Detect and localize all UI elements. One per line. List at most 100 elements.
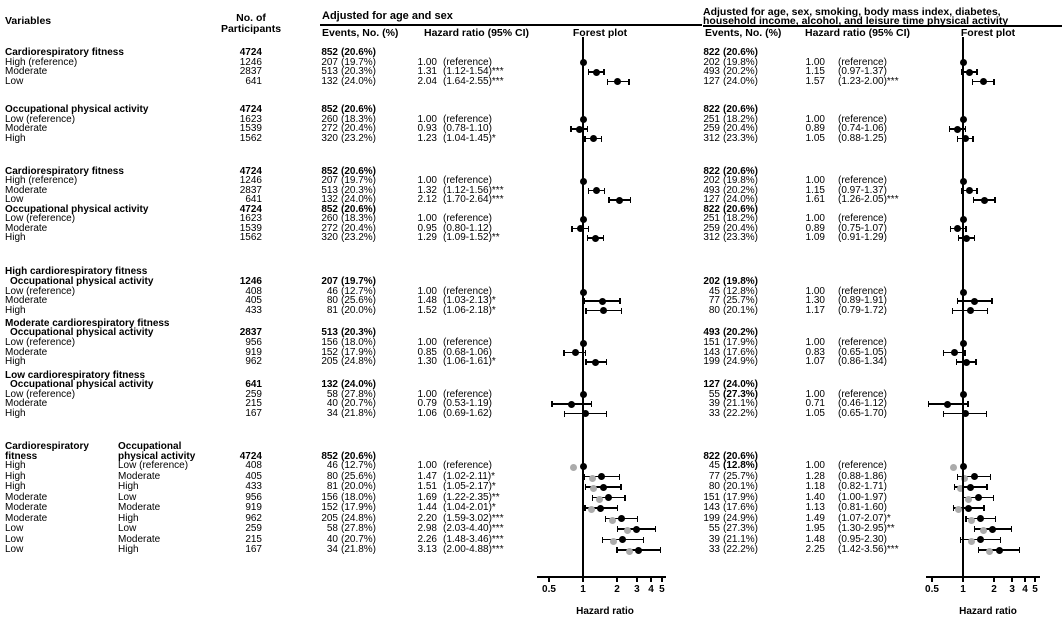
events-pct: (20.0%): [341, 481, 377, 492]
ci-cap-right: [972, 135, 974, 142]
model1-hr-header: Hazard ratio (95% CI): [424, 27, 530, 39]
hr-value: 1.00: [417, 388, 437, 400]
axis-tick: [548, 576, 550, 582]
row-label: Low: [5, 523, 24, 534]
forest-marker: [977, 536, 985, 543]
events-pct: (19.8%): [723, 56, 759, 68]
ghost-marker: [587, 506, 595, 513]
ci-cap-right: [992, 494, 994, 501]
hr-value: 1.31: [417, 66, 437, 77]
ci-cap-left: [956, 473, 958, 480]
events-pct: (20.3%): [341, 66, 377, 77]
events-pct: (24.0%): [341, 194, 377, 205]
ci-cap-right: [618, 473, 621, 480]
hr-value: 0.83: [805, 346, 825, 358]
events-pct: (18.3%): [341, 213, 377, 224]
events-pct: (20.6%): [341, 203, 377, 215]
forest-marker: [970, 473, 978, 480]
events-pct: (27.8%): [341, 523, 377, 534]
events-value: 77: [708, 295, 720, 306]
ci-text: (1.09-1.52)**: [443, 232, 500, 243]
ghost-marker: [595, 495, 603, 503]
events-value: 33: [708, 407, 720, 419]
ci-cap-left: [956, 135, 958, 142]
hr-value: 1.00: [805, 460, 825, 471]
ci-text: (1.70-2.64)***: [443, 194, 504, 205]
forest-marker: [582, 410, 590, 417]
forest-marker: [589, 135, 597, 142]
hr-value: 1.00: [805, 113, 825, 125]
events-value: 58: [326, 388, 338, 400]
hr-value: 1.00: [417, 56, 437, 68]
forest-marker: [592, 68, 600, 76]
events-value: 156: [321, 337, 338, 348]
ci-text: (reference): [838, 113, 887, 125]
events-value: 55: [708, 523, 720, 534]
axis-tick-label: 0.5: [542, 584, 556, 595]
events-value: 513: [321, 184, 338, 196]
participants-value: 167: [245, 407, 262, 419]
hr-value: 1.52: [417, 304, 437, 316]
hr-value: 1.00: [805, 175, 825, 186]
hr-value: 1.00: [805, 388, 825, 400]
participants-value: 962: [245, 356, 262, 367]
ci-cap-right: [629, 197, 632, 203]
hr-value: 1.49: [805, 512, 825, 524]
events-value: 80: [326, 470, 338, 482]
ci-text: (0.78-1.10): [443, 123, 492, 134]
ci-text: (reference): [443, 388, 492, 400]
ci-cap-right: [983, 505, 985, 511]
hr-value: 1.00: [417, 213, 437, 224]
hr-value: 1.00: [417, 337, 437, 348]
model2-underline: [703, 25, 1062, 27]
events-value: 199: [703, 356, 720, 367]
row-label-2: Occupational: [118, 441, 182, 452]
ci-cap-right: [986, 307, 988, 314]
hr-value: 1.48: [805, 533, 825, 545]
ci-cap-right: [986, 410, 988, 417]
events-pct: (20.4%): [723, 222, 759, 234]
participants-value: 956: [245, 337, 262, 348]
events-pct: (20.7%): [341, 398, 377, 409]
participants-value: 1562: [239, 232, 262, 243]
events-value: 199: [703, 512, 720, 524]
hr-value: 1.61: [805, 194, 825, 205]
hr-value: 1.00: [417, 175, 437, 186]
hr-value: 1.30: [417, 356, 437, 367]
events-pct: (24.8%): [341, 512, 377, 524]
hr-value: 0.89: [805, 123, 825, 134]
participants-value: 1623: [239, 113, 262, 125]
events-pct: (24.9%): [723, 356, 759, 367]
participants-value: 1246: [239, 56, 262, 68]
events-pct: (20.4%): [723, 123, 759, 134]
ci-text: (0.88-1.25): [838, 132, 887, 144]
row-label: Low: [5, 544, 24, 555]
row-label: Moderate: [5, 491, 48, 503]
hr-value: 1.00: [805, 213, 825, 224]
hr-value: 1.69: [417, 491, 437, 503]
hr-value: 1.48: [417, 295, 437, 306]
hr-value: 1.13: [805, 502, 825, 513]
row-label: Moderate: [5, 512, 48, 524]
ghost-marker: [979, 527, 987, 534]
ci-cap-left: [584, 484, 587, 490]
ci-cap-left: [587, 187, 590, 194]
events-value: 55: [708, 388, 720, 400]
hr-value: 1.17: [805, 304, 825, 316]
events-value: 320: [321, 132, 338, 144]
participants-value: 2837: [239, 184, 262, 196]
axis-tick-label: 3: [634, 584, 640, 595]
ci-text: (0.81-1.60): [838, 502, 887, 513]
hr-value: 1.30: [805, 295, 825, 306]
ci-cap-left: [978, 547, 980, 553]
x-axis: [926, 576, 1040, 578]
events-value: 127: [703, 379, 720, 390]
hr-value: 1.18: [805, 481, 825, 492]
ghost-marker: [588, 474, 596, 482]
forest-marker: [963, 234, 971, 242]
row-label: Cardiorespiratory fitness: [5, 47, 124, 58]
events-value: 45: [708, 286, 720, 297]
axis-tick-label: 3: [1009, 584, 1015, 595]
forest-marker: [576, 225, 584, 232]
ci-cap-left: [974, 526, 976, 532]
